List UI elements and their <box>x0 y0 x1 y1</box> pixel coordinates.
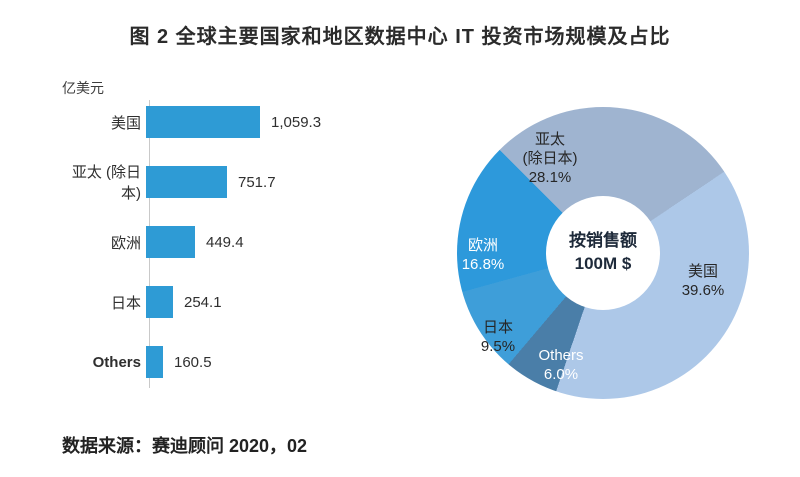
slice-label-usa: 美国 39.6% <box>663 262 743 300</box>
bar-value-label: 449.4 <box>206 233 244 251</box>
slice-pct: 28.1% <box>528 169 572 187</box>
slice-name: 日本 <box>482 319 513 336</box>
bar-fill <box>146 346 163 378</box>
bar-row: 亚太 (除日本) 751.7 <box>58 152 418 212</box>
slice-name: Others <box>538 347 584 364</box>
bar-track: 1,059.3 <box>146 106 418 138</box>
donut-center-label: 按销售额 100M $ <box>546 196 660 310</box>
bar-fill <box>146 286 173 318</box>
bar-axis-unit-label: 亿美元 <box>62 80 104 96</box>
bar-category-label: 日本 <box>110 294 141 312</box>
bar-row: 日本 254.1 <box>58 272 418 332</box>
bar-row: 欧洲 449.4 <box>58 212 418 272</box>
slice-label-others: Others 6.0% <box>523 346 599 384</box>
figure-title: 图 2 全球主要国家和地区数据中心 IT 投资市场规模及占比 <box>129 26 671 48</box>
bar-row: Others 160.5 <box>58 332 418 392</box>
bar-fill <box>146 106 260 138</box>
bar-value-label: 1,059.3 <box>271 113 322 131</box>
bar-value-label: 160.5 <box>174 353 212 371</box>
slice-pct: 16.8% <box>461 256 505 274</box>
bar-track: 449.4 <box>146 226 418 258</box>
slice-pct: 39.6% <box>681 282 725 300</box>
bar-category-label: Others <box>92 353 141 371</box>
slice-name-line2: (除日本) <box>522 150 578 168</box>
bar-fill <box>146 166 227 198</box>
slice-pct: 6.0% <box>543 366 579 384</box>
bar-track: 254.1 <box>146 286 418 318</box>
slice-name: 亚太 <box>534 131 565 148</box>
bar-category-label: 美国 <box>110 114 141 132</box>
bar-fill <box>146 226 195 258</box>
donut-chart: 按销售额 100M $ <box>457 107 749 399</box>
slice-name: 欧洲 <box>467 237 498 254</box>
slice-pct: 9.5% <box>480 338 516 356</box>
slice-label-europe: 欧洲 16.8% <box>450 236 516 274</box>
slice-label-japan: 日本 9.5% <box>466 318 530 356</box>
slice-name: 美国 <box>687 263 718 280</box>
bar-chart: 美国 1,059.3 亚太 (除日本) 751.7 欧洲 449.4 日本 <box>58 92 418 392</box>
bar-track: 751.7 <box>146 166 418 198</box>
donut-center-line1: 按销售额 <box>569 231 637 251</box>
bar-category-label: 亚太 (除日本) <box>71 164 141 202</box>
bar-track: 160.5 <box>146 346 418 378</box>
bar-value-label: 254.1 <box>184 293 222 311</box>
bar-category-label: 欧洲 <box>110 234 141 252</box>
bar-row: 美国 1,059.3 <box>58 92 418 152</box>
data-source: 数据来源：赛迪顾问 2020，02 <box>62 436 308 456</box>
slice-label-apac: 亚太 (除日本) 28.1% <box>500 130 600 188</box>
donut-center-line2: 100M $ <box>574 254 632 273</box>
bar-value-label: 751.7 <box>238 173 276 191</box>
